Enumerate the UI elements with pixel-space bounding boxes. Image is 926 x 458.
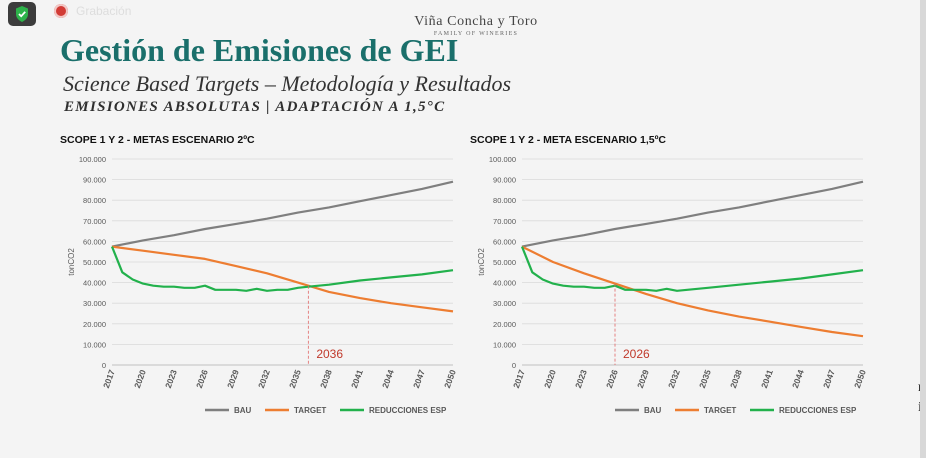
y-tick-label: 60.000 — [493, 237, 516, 246]
chart-15c-scenario: SCOPE 1 Y 2 - META ESCENARIO 1,5ºC 0 10.0… — [470, 134, 870, 424]
x-tick-label: 2029 — [225, 368, 241, 389]
x-tick-label: 2050 — [442, 368, 458, 389]
series-line-target — [111, 245, 454, 313]
y-tick-label: 80.000 — [493, 196, 516, 205]
legend-item-target: TARGET — [265, 406, 326, 415]
brand-logo: Viña Concha y Toro FAMILY OF WINERIES — [376, 14, 576, 37]
x-tick-label: 2017 — [511, 368, 527, 389]
recording-indicator[interactable]: Grabación — [54, 4, 131, 18]
crossover-year-label: 2026 — [623, 347, 650, 361]
y-tick-label: 0 — [102, 361, 106, 370]
y-tick-label: 90.000 — [493, 176, 516, 185]
x-tick-label: 2044 — [380, 368, 396, 389]
x-tick-label: 2017 — [101, 368, 117, 389]
x-tick-label: 2041 — [759, 368, 775, 389]
y-tick-label: 10.000 — [83, 340, 106, 349]
window-edge — [920, 0, 926, 458]
legend-item-reducciones-esp: REDUCCIONES ESP — [340, 406, 447, 415]
legend-label: TARGET — [704, 406, 736, 415]
x-tick-label: 2023 — [573, 368, 589, 389]
legend-label: BAU — [234, 406, 252, 415]
legend-item-target: TARGET — [675, 406, 736, 415]
brand-tagline: FAMILY OF WINERIES — [433, 31, 519, 37]
y-tick-label: 20.000 — [493, 320, 516, 329]
y-tick-label: 30.000 — [83, 299, 106, 308]
y-tick-label: 100.000 — [79, 155, 106, 164]
y-tick-label: 100.000 — [489, 155, 516, 164]
legend-label: TARGET — [294, 406, 326, 415]
slide-title: Gestión de Emisiones de GEI — [60, 32, 459, 68]
x-tick-label: 2032 — [256, 368, 272, 389]
x-tick-label: 2020 — [132, 368, 148, 389]
y-tick-label: 60.000 — [83, 237, 106, 246]
x-tick-label: 2044 — [790, 368, 806, 389]
chart-title: SCOPE 1 Y 2 - METAS ESCENARIO 2ºC — [60, 134, 255, 146]
y-tick-label: 10.000 — [493, 340, 516, 349]
x-tick-label: 2020 — [542, 368, 558, 389]
chart-plot-2c: 0 10.000 20.000 30.000 40.000 50.000 60.000 70.… — [67, 155, 458, 415]
y-axis-label: tonCO2 — [67, 248, 76, 276]
series-line-target — [521, 245, 864, 338]
y-tick-label: 40.000 — [493, 279, 516, 288]
x-tick-label: 2038 — [728, 368, 744, 389]
x-tick-label: 2041 — [349, 368, 365, 389]
legend-item-bau: BAU — [615, 406, 662, 415]
shield-check-icon[interactable] — [8, 2, 36, 26]
x-tick-label: 2032 — [666, 368, 682, 389]
x-tick-label: 2035 — [287, 368, 303, 389]
y-tick-label: 40.000 — [83, 279, 106, 288]
brand-name: Viña Concha y Toro — [414, 14, 538, 29]
y-tick-label: 70.000 — [83, 217, 106, 226]
x-tick-label: 2035 — [697, 368, 713, 389]
x-tick-label: 2026 — [194, 368, 210, 389]
y-axis-label: tonCO2 — [477, 248, 486, 276]
series-line-reducciones-esp — [520, 246, 864, 292]
series-line-reducciones-esp — [110, 246, 454, 292]
y-tick-label: 20.000 — [83, 320, 106, 329]
legend-label: REDUCCIONES ESP — [369, 406, 447, 415]
chart-plot-15c: 0 10.000 20.000 30.000 40.000 50.000 60.000 70.… — [477, 155, 868, 415]
chart-title: SCOPE 1 Y 2 - META ESCENARIO 1,5ºC — [470, 134, 666, 146]
y-tick-label: 90.000 — [83, 176, 106, 185]
slide-subtitle: Science Based Targets – Metodología y Re… — [63, 71, 512, 96]
y-tick-label: 0 — [512, 361, 516, 370]
y-tick-label: 80.000 — [83, 196, 106, 205]
x-tick-label: 2026 — [604, 368, 620, 389]
legend-label: REDUCCIONES ESP — [779, 406, 857, 415]
x-tick-label: 2023 — [163, 368, 179, 389]
x-tick-label: 2029 — [635, 368, 651, 389]
y-tick-label: 30.000 — [493, 299, 516, 308]
series-line-bau — [111, 180, 454, 248]
legend-item-reducciones-esp: REDUCCIONES ESP — [750, 406, 857, 415]
y-tick-label: 50.000 — [83, 258, 106, 267]
x-tick-label: 2047 — [821, 368, 837, 389]
slide-section-heading: EMISIONES ABSOLUTAS | ADAPTACIÓN A 1,5°C — [64, 99, 446, 115]
crossover-year-label: 2036 — [316, 347, 343, 361]
x-tick-label: 2050 — [852, 368, 868, 389]
legend-item-bau: BAU — [205, 406, 252, 415]
series-line-bau — [521, 180, 864, 248]
chart-2c-scenario: SCOPE 1 Y 2 - METAS ESCENARIO 2ºC 0 10.00… — [60, 134, 460, 424]
y-tick-label: 70.000 — [493, 217, 516, 226]
record-icon — [54, 4, 68, 18]
x-tick-label: 2038 — [318, 368, 334, 389]
y-tick-label: 50.000 — [493, 258, 516, 267]
recording-label: Grabación — [76, 4, 132, 18]
x-tick-label: 2047 — [411, 368, 427, 389]
legend-label: BAU — [644, 406, 662, 415]
